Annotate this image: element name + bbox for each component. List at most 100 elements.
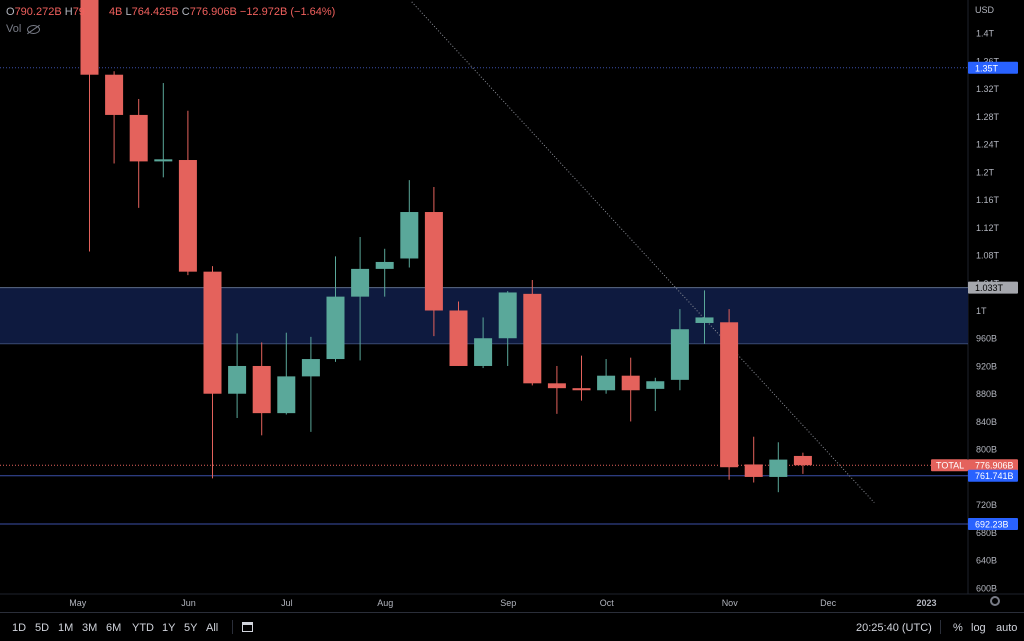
candle[interactable]: [646, 377, 665, 412]
calendar-icon[interactable]: [242, 622, 253, 632]
candle-body: [646, 381, 665, 389]
range-1y[interactable]: 1Y: [162, 622, 176, 634]
symbol-tag: TOTAL: [936, 461, 964, 471]
price-tick-label: 1.32T: [976, 84, 1000, 94]
candle[interactable]: [154, 83, 173, 178]
candle[interactable]: [351, 236, 370, 361]
range-1m[interactable]: 1M: [58, 622, 74, 634]
candle-body: [769, 459, 788, 477]
candle[interactable]: [695, 290, 714, 344]
clock-readout[interactable]: 20:25:40 (UTC): [856, 622, 932, 634]
candle-body: [400, 212, 419, 259]
candle-body: [523, 293, 542, 384]
range-all[interactable]: All: [206, 622, 219, 634]
price-tick-label: 600B: [976, 583, 997, 593]
candle[interactable]: [400, 180, 419, 268]
close-value: 776.906B: [189, 6, 237, 18]
candle-body: [252, 365, 271, 414]
supply-demand-zone: [0, 287, 968, 344]
time-tick-label: Dec: [820, 598, 837, 608]
candle-body: [720, 322, 739, 468]
candle[interactable]: [474, 317, 493, 369]
resistance-price-tag-bg: [968, 61, 1018, 74]
candle-body: [154, 159, 173, 162]
range-5d[interactable]: 5D: [35, 622, 50, 634]
candle-body: [203, 271, 222, 394]
price-tick-label: 1T: [976, 306, 987, 316]
candle[interactable]: [326, 256, 345, 362]
candle-body: [375, 261, 394, 269]
candle[interactable]: [129, 98, 148, 208]
candle[interactable]: [572, 355, 591, 401]
candle-body: [572, 388, 591, 391]
price-tick-label: 1.08T: [976, 251, 1000, 261]
range-3m[interactable]: 3M: [82, 622, 98, 634]
zone-top-price-tag: 1.033T: [975, 283, 1004, 293]
range-6m[interactable]: 6M: [106, 622, 122, 634]
candle-body: [670, 329, 689, 380]
log-toggle[interactable]: log: [971, 622, 986, 634]
price-tick-label: 880B: [976, 389, 997, 399]
candle-body: [105, 74, 124, 115]
candle[interactable]: [670, 309, 689, 391]
candle[interactable]: [277, 332, 296, 415]
support-1-price-tag-bg: [968, 469, 1018, 482]
candle[interactable]: [424, 187, 443, 337]
toolbar-separator: [940, 620, 941, 634]
candle-body: [474, 338, 493, 366]
range-ytd[interactable]: YTD: [132, 622, 154, 634]
candle-body: [498, 292, 517, 339]
price-tick-label: 920B: [976, 361, 997, 371]
candle[interactable]: [301, 336, 320, 432]
candle[interactable]: [203, 266, 222, 479]
candle-body: [597, 375, 616, 391]
candle[interactable]: [449, 301, 468, 366]
candle[interactable]: [597, 359, 616, 394]
candle[interactable]: [498, 291, 517, 366]
support-2-price-tag-bg: [968, 517, 1018, 530]
time-tick-label: Aug: [377, 598, 393, 608]
auto-toggle[interactable]: auto: [996, 622, 1018, 634]
candle[interactable]: [375, 248, 394, 297]
price-tick-label: 840B: [976, 417, 997, 427]
candle-body: [695, 317, 714, 323]
candle[interactable]: [720, 309, 739, 480]
open-value: 790.272B: [14, 6, 62, 18]
candle-body: [351, 268, 370, 297]
candle[interactable]: [621, 357, 640, 422]
price-tick-label: 1.28T: [976, 112, 1000, 122]
candle[interactable]: [105, 71, 124, 164]
gear-icon[interactable]: [990, 596, 1000, 606]
volume-indicator[interactable]: Vol: [6, 23, 41, 35]
price-tick-label: 720B: [976, 500, 997, 510]
price-tick-label: 1.4T: [976, 29, 995, 39]
price-tick-label: 1.24T: [976, 140, 1000, 150]
candle[interactable]: [547, 365, 566, 414]
currency-label[interactable]: USD: [975, 5, 995, 15]
candle-body: [80, 0, 99, 75]
candle[interactable]: [769, 442, 788, 493]
bottom-toolbar: 1D 5D 1M 3M 6M YTD 1Y 5Y All 20:25:40 (U…: [0, 612, 1024, 641]
eye-hidden-icon[interactable]: [27, 24, 41, 34]
range-1d[interactable]: 1D: [12, 622, 27, 634]
time-tick-label: Sep: [500, 598, 516, 608]
time-tick-label: Oct: [600, 598, 615, 608]
low-value: 764.425B: [131, 6, 179, 18]
open-label: O: [6, 6, 15, 18]
candle-body: [178, 160, 197, 272]
price-tick-label: 800B: [976, 445, 997, 455]
candle[interactable]: [80, 0, 99, 252]
candle[interactable]: [228, 333, 247, 418]
candle[interactable]: [178, 110, 197, 276]
range-5y[interactable]: 5Y: [184, 622, 198, 634]
candle[interactable]: [523, 279, 542, 386]
time-tick-label: Jul: [281, 598, 293, 608]
candle[interactable]: [252, 342, 271, 436]
price-tick-label: 640B: [976, 556, 997, 566]
high-label: H: [64, 6, 73, 18]
candle[interactable]: [744, 436, 763, 483]
resistance-price-tag: 1.35T: [975, 63, 999, 73]
percent-toggle[interactable]: %: [953, 622, 963, 634]
price-chart[interactable]: 600B640B680B720B760B800B840B880B920B960B…: [0, 0, 1024, 612]
candle[interactable]: [793, 452, 812, 474]
